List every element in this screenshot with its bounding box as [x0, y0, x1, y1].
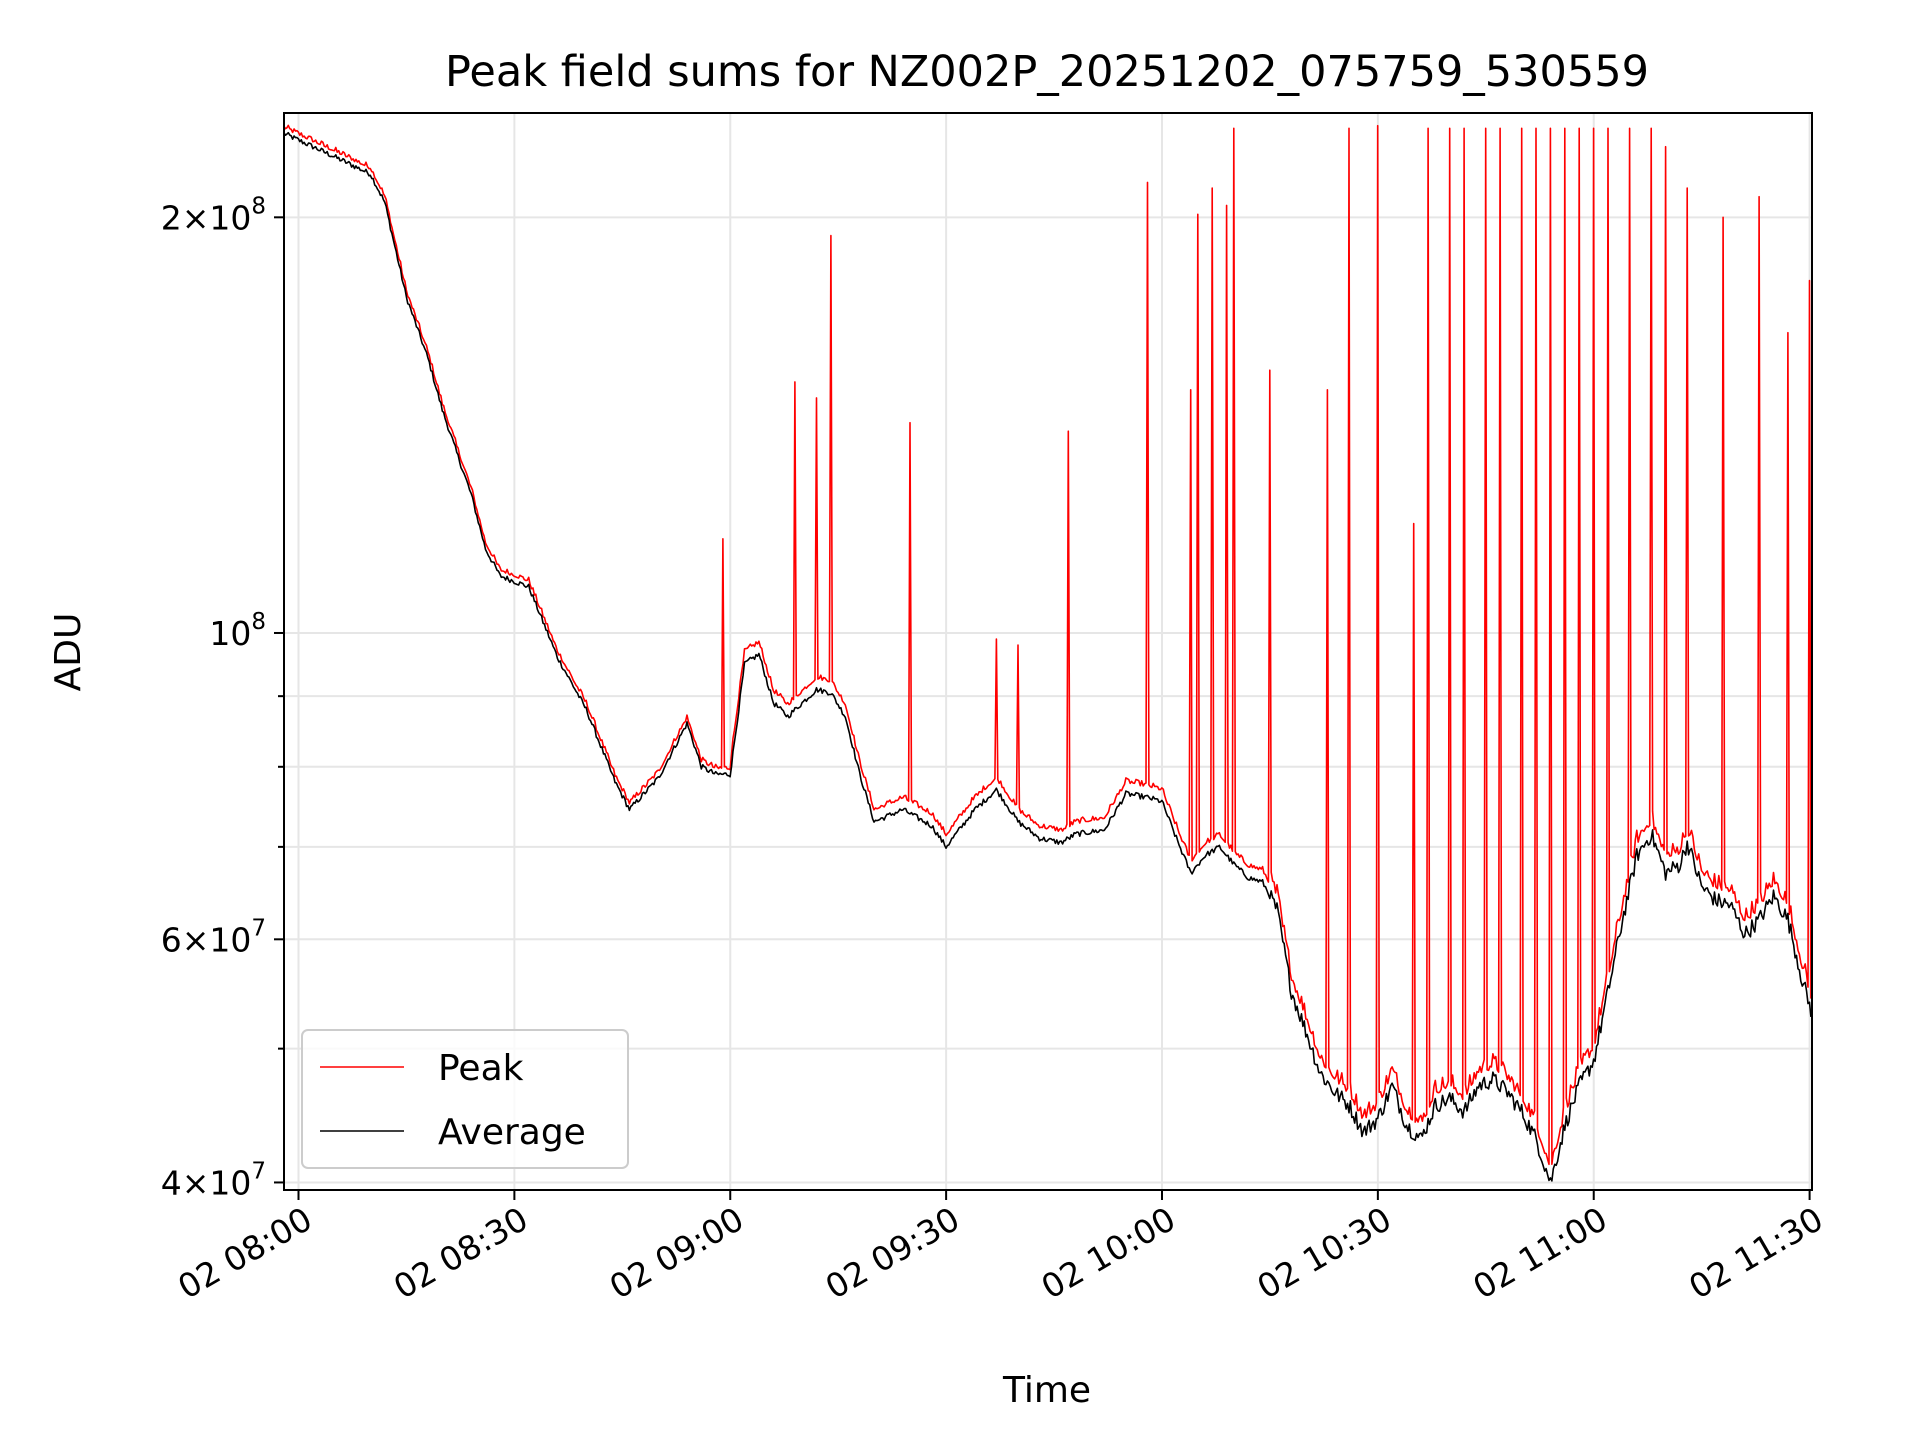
y-tick-label-exponent: 8	[251, 193, 266, 219]
y-tick-label-exponent: 8	[251, 609, 266, 635]
y-tick-label-mantissa: 6	[161, 920, 182, 959]
series-line-peak	[283, 124, 1812, 1166]
y-tick-label: 4×107	[161, 1158, 266, 1202]
y-axis-label: ADU	[48, 613, 89, 692]
legend-box	[301, 1029, 629, 1169]
y-tick-label-times: ×10	[182, 1163, 252, 1202]
y-tick-label-times: ×10	[182, 198, 252, 237]
y-tick-label-times: ×10	[182, 920, 252, 959]
series-line-average	[283, 131, 1812, 1182]
y-tick-label-base: 10	[209, 614, 251, 653]
y-tick-label: 6×107	[161, 915, 266, 959]
legend: Peak Average	[301, 1029, 629, 1169]
y-tick-label: 108	[209, 609, 266, 653]
legend-label-peak: Peak	[438, 1048, 524, 1089]
y-tick-label-mantissa: 2	[161, 198, 182, 237]
y-tick-label-exponent: 7	[251, 915, 266, 941]
plot-area	[283, 124, 1812, 1182]
y-tick-label-mantissa: 4	[161, 1163, 182, 1202]
x-axis-label: Time	[1002, 1370, 1091, 1411]
plot-frame	[283, 112, 1813, 1191]
y-tick-label-exponent: 7	[251, 1158, 266, 1184]
chart-title: Peak field sums for NZ002P_20251202_0757…	[445, 47, 1649, 97]
y-tick-label: 2×108	[161, 193, 266, 237]
legend-label-average: Average	[438, 1112, 586, 1153]
